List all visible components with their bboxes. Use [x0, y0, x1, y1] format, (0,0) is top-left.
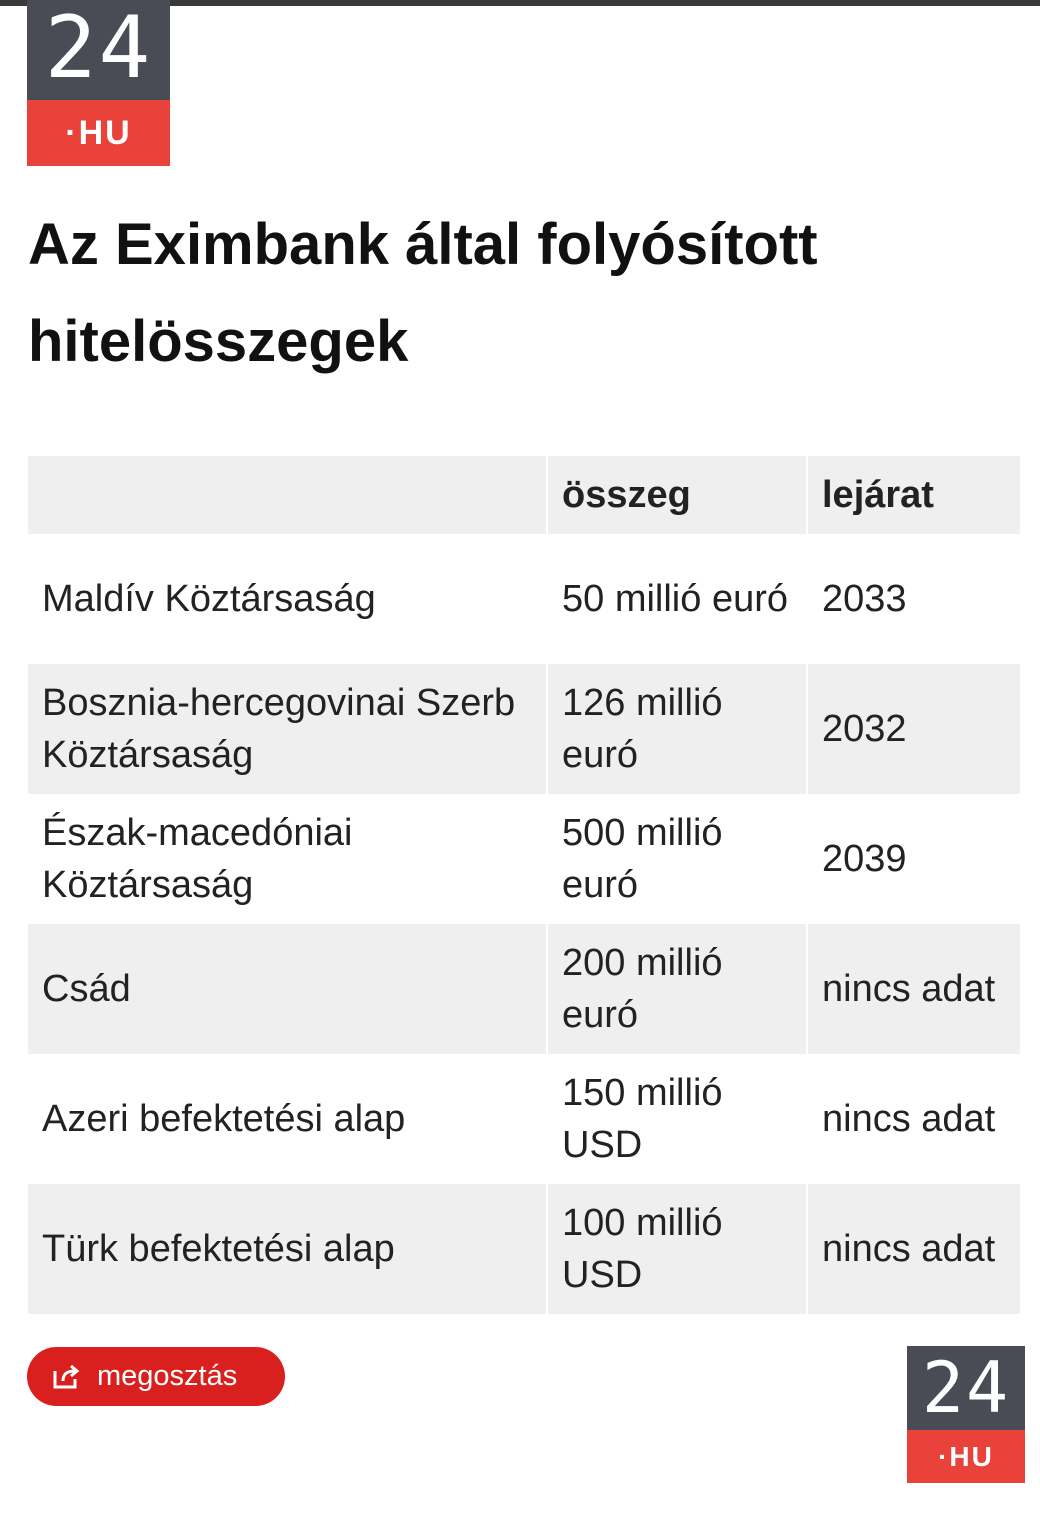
logo-suffix: ·HU: [27, 100, 170, 166]
logo[interactable]: 24 ·HU: [27, 0, 170, 166]
table-cell: 50 millió euró: [562, 578, 788, 620]
header-row: összeg lejárat: [28, 456, 1020, 534]
top-bar: [0, 0, 1040, 6]
table-cell: Bosznia-hercegovinai Szerb Köztársaság: [28, 664, 546, 794]
table-cell: Csád: [28, 924, 546, 1054]
table-cell: Észak-macedóniai Köztársaság: [42, 812, 353, 906]
table-cell: 150 millió USD: [562, 1072, 723, 1166]
table-row: Észak-macedóniai Köztársaság 500 millió e…: [28, 794, 1020, 924]
table-row: Maldív Köztársaság 50 millió euró 2033: [28, 534, 1020, 664]
logo-suffix: ·HU: [907, 1430, 1025, 1483]
share-button[interactable]: megosztás: [27, 1347, 285, 1406]
title: Az Eximbank által folyósított hitelössze…: [28, 212, 818, 374]
table-cell: 200 millió euró: [548, 924, 806, 1054]
table-row: Csád 200 millió euró nincs adat: [28, 924, 1020, 1054]
table-cell: 500 millió euró: [562, 812, 723, 906]
logo-number: 24: [907, 1346, 1025, 1430]
table-cell: 2033: [822, 578, 907, 620]
logo[interactable]: 24 ·HU: [907, 1346, 1025, 1483]
table-row: Bosznia-hercegovinai Szerb Köztársaság 12…: [28, 664, 1020, 794]
share-icon: [53, 1364, 80, 1388]
table-cell: nincs adat: [822, 1098, 996, 1140]
header-cell: [28, 456, 546, 534]
table-cell: Türk befektetési alap: [28, 1184, 546, 1314]
table-cell: Azeri befektetési alap: [42, 1098, 406, 1140]
table-row: Türk befektetési alap 100 millió USD nincs…: [28, 1184, 1020, 1314]
table-cell: nincs adat: [808, 924, 1020, 1054]
logo-number: 24: [27, 0, 170, 100]
loan-table: összeg lejárat Maldív Köztársaság 50 mill…: [26, 456, 1022, 1314]
share-label: megosztás: [97, 1360, 238, 1392]
table-cell: Maldív Köztársaság: [42, 578, 376, 620]
table-cell: 2032: [808, 664, 1020, 794]
table-cell: 100 millió USD: [548, 1184, 806, 1314]
table-cell: nincs adat: [808, 1184, 1020, 1314]
header-cell: lejárat: [808, 456, 1020, 534]
table-cell: 126 millió euró: [548, 664, 806, 794]
table-cell: 2039: [822, 838, 907, 880]
header-cell: összeg: [548, 456, 806, 534]
table-row: Azeri befektetési alap 150 millió USD ninc…: [28, 1054, 1020, 1184]
